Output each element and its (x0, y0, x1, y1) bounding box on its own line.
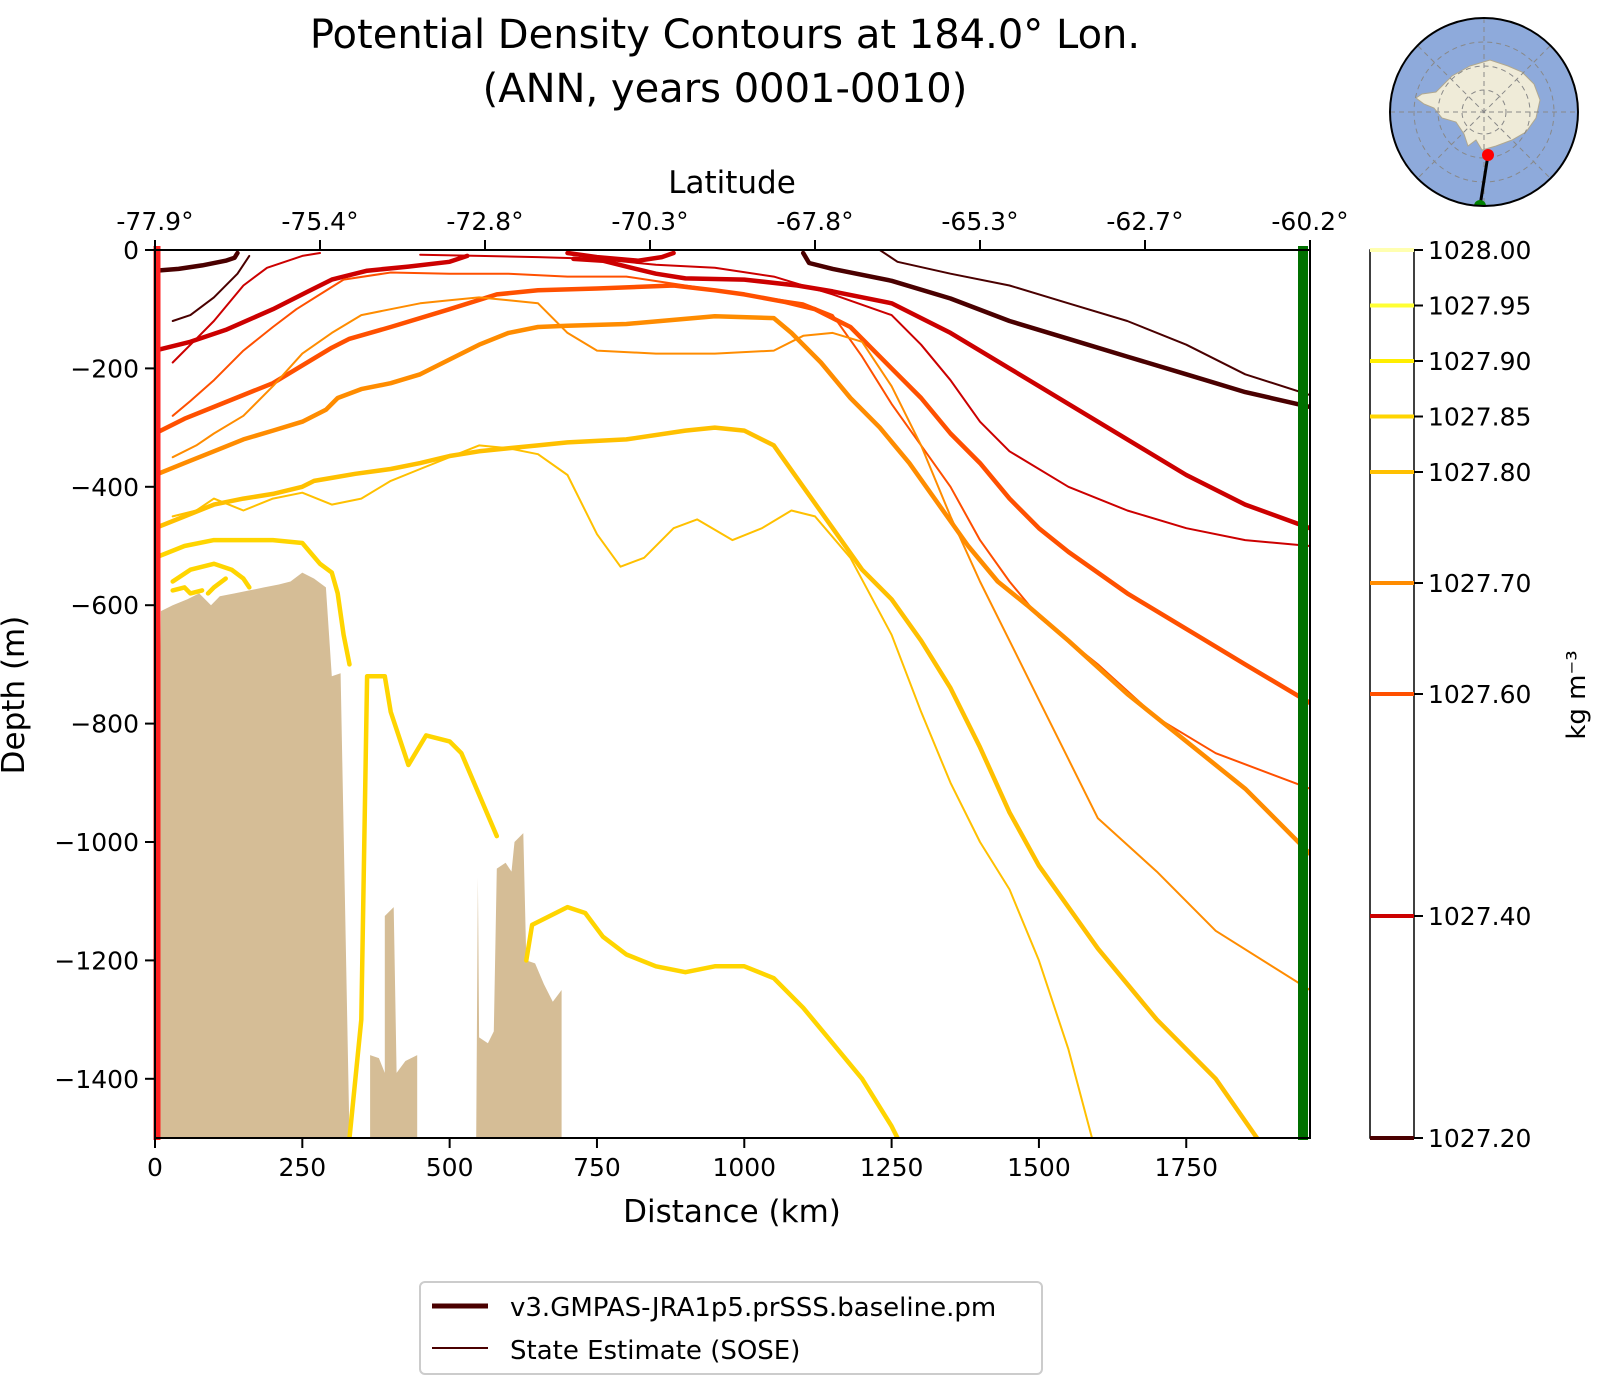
contour-model-1027-85-seg1 (347, 673, 500, 1138)
y-tick-label: −600 (70, 591, 139, 620)
legend: v3.GMPAS-JRA1p5.prSSS.baseline.pm State … (419, 1281, 1043, 1375)
contour-model-1027-85-seg1 (205, 576, 228, 596)
lat-tick-label: -62.7° (1106, 207, 1183, 236)
plot-area (153, 246, 1311, 1140)
x-tick-label: 1000 (712, 1153, 776, 1182)
lat-tick-label: -60.2° (1271, 207, 1348, 236)
inset-grid-meridian-d2 (1417, 45, 1551, 179)
contour-sose-1027-40-seg0 (171, 252, 321, 364)
lat-tick-label: -65.3° (941, 207, 1018, 236)
y-tick-label: −1200 (54, 946, 139, 975)
contour-model-1027-70-seg0 (155, 314, 1310, 857)
lat-tick-label: -67.8° (776, 207, 853, 236)
bathymetry-layer (155, 572, 562, 1138)
contour-sose-1027-20-seg0 (171, 254, 251, 322)
x-tick-label: 500 (426, 1153, 474, 1182)
contour-model-1027-40-seg1 (571, 256, 1310, 531)
inset-start-point (1482, 149, 1494, 161)
colorbar-label: kg m⁻³ (1562, 650, 1592, 739)
contour-model-1027-40-seg0 (565, 250, 676, 263)
x-tick-label: 1750 (1154, 1153, 1218, 1182)
y-axis-label: Depth (m) (0, 616, 32, 775)
legend-box (419, 1281, 1043, 1375)
inset-antarctica-land (1415, 59, 1541, 151)
plot-frame (154, 249, 1311, 1139)
contour-sose-1027-70-seg0 (171, 296, 1310, 991)
colorbar-tick-label: 1027.80 (1428, 458, 1531, 487)
y-tick-label: −1400 (54, 1065, 139, 1094)
x-tick-label: 0 (147, 1153, 163, 1182)
latitude-axis-label: Latitude (668, 165, 796, 201)
x-tick-label: 750 (573, 1153, 621, 1182)
x-tick-label: 1250 (860, 1153, 924, 1182)
contour-layer (155, 250, 1310, 1138)
lat-tick-label: -72.8° (446, 207, 523, 236)
y-axis: 0 −200 −400 −600 −800 −1000 −1200 −1400 (54, 236, 155, 1094)
x-axis-label: Distance (km) (623, 1194, 841, 1230)
y-tick-label: −200 (70, 354, 139, 383)
contour-sose-1027-20-seg1 (878, 250, 1310, 396)
chart-title-line1: Potential Density Contours at 184.0° Lon… (310, 12, 1140, 58)
y-tick-label: −800 (70, 710, 139, 739)
x-tick-label: 1500 (1007, 1153, 1071, 1182)
colorbar-tick-label: 1027.90 (1428, 347, 1531, 376)
colorbar: 1028.00 1027.95 1027.90 1027.85 1027.80 1027.… (1369, 236, 1592, 1153)
colorbar-tick-label: 1028.00 (1428, 236, 1531, 265)
contour-model-1027-85-seg0 (170, 561, 252, 590)
colorbar-tick-label: 1027.40 (1428, 902, 1531, 931)
y-tick-label: −400 (70, 473, 139, 502)
contour-model-1027-85-seg0 (170, 585, 205, 596)
contour-sose-1027-60-seg0 (171, 271, 1310, 790)
latitude-axis: -77.9° -75.4° -72.8° -70.3° -67.8° -65.3° -62.… (116, 207, 1349, 250)
inset-end-point (1474, 200, 1486, 206)
contour-model-1027-20-seg0 (155, 250, 240, 273)
bathymetry-shape (155, 572, 562, 1138)
colorbar-tick-label: 1027.70 (1428, 569, 1531, 598)
y-tick-label: 0 (123, 236, 139, 265)
contour-sose-1027-80-seg0 (171, 444, 1093, 1138)
contour-model-1027-80-seg0 (155, 425, 1260, 1138)
x-axis: 0 250 500 750 1000 1250 1500 1750 (147, 1138, 1218, 1182)
lat-tick-label: -75.4° (281, 207, 358, 236)
y-tick-label: −1000 (54, 828, 139, 857)
chart-title-line2: (ANN, years 0001-0010) (483, 66, 968, 112)
colorbar-tick-label: 1027.95 (1428, 292, 1531, 321)
contour-sose-1027-40-seg1 (419, 253, 1310, 547)
colorbar-ticks: 1028.00 1027.95 1027.90 1027.85 1027.80 1027.… (1370, 236, 1531, 1153)
colorbar-tick-label: 1027.60 (1428, 680, 1531, 709)
inset-border (1389, 17, 1579, 207)
inset-section-line (1478, 154, 1490, 206)
legend-sose-label: State Estimate (SOSE) (510, 1336, 800, 1366)
contour-model-1027-85-seg0 (155, 537, 352, 667)
contour-model-1027-85-seg2 (524, 904, 900, 1138)
inset-polar-map (1389, 17, 1579, 207)
x-tick-label: 250 (278, 1153, 326, 1182)
lat-tick-label: -70.3° (611, 207, 688, 236)
contour-model-1027-20-seg1 (800, 250, 1310, 410)
plot-background (155, 250, 1310, 1138)
colorbar-tick-label: 1027.85 (1428, 403, 1531, 432)
lat-tick-label: -77.9° (116, 207, 193, 236)
colorbar-tick-label: 1027.20 (1428, 1124, 1531, 1153)
legend-model-label: v3.GMPAS-JRA1p5.prSSS.baseline.pm (510, 1293, 996, 1323)
contour-model-1027-40-seg0 (155, 253, 470, 353)
